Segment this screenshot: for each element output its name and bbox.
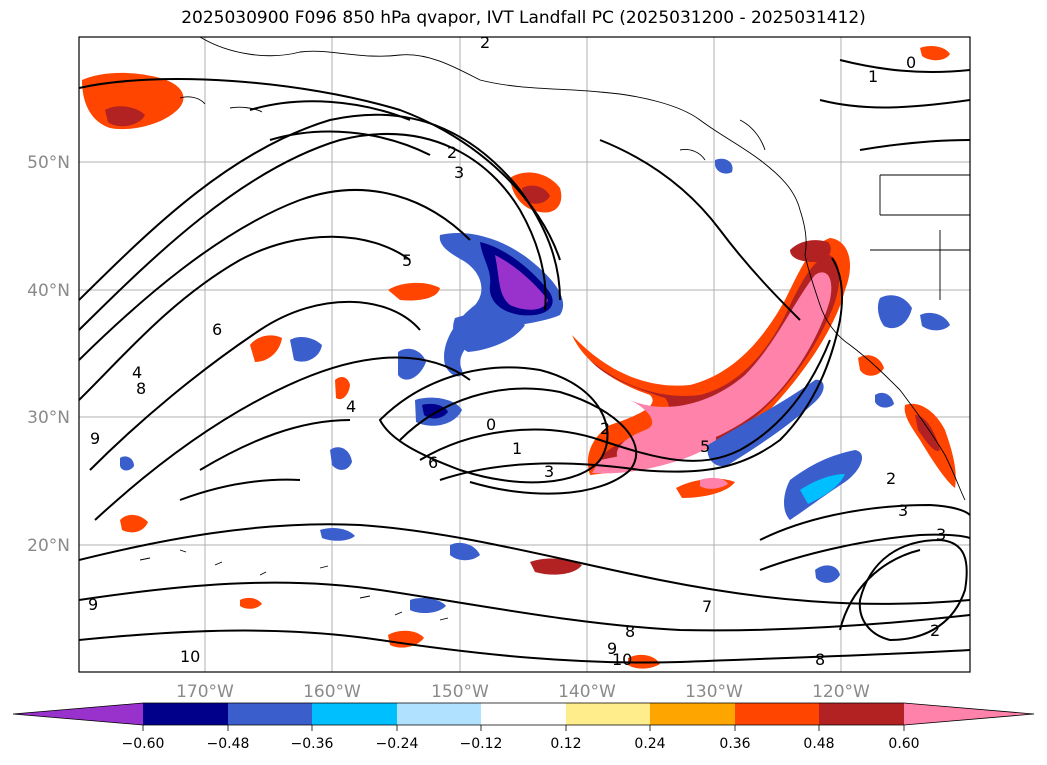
contour-label: 5 [402,251,412,270]
contour-label: 3 [454,163,464,182]
positive-anomaly-ar-band [572,238,851,475]
lat-label-30n: 30°N [27,408,70,428]
lon-label-170w: 170°W [176,682,234,702]
contour-label: 8 [625,622,635,641]
contour-label: 10 [180,647,200,666]
colorbar-right-extension [904,703,1034,725]
lon-label-130w: 130°W [685,682,743,702]
contour-labels: 2 3 5 6 4 8 9 0 1 2 3 5 6 7 8 9 10 1 0 2… [88,33,946,669]
contour-label: 8 [815,650,825,669]
colorbar-segment [481,703,566,725]
map-title: 2025030900 F096 850 hPa qvapor, IVT Land… [181,8,866,28]
colorbar-tick-label: −0.12 [460,736,503,752]
map-panel [79,37,970,672]
contour-label: 4 [346,397,356,416]
colorbar-segment [312,703,397,725]
colorbar-segment [566,703,650,725]
lon-label-160w: 160°W [303,682,361,702]
contour-label: 6 [428,453,438,472]
contour-label: 2 [886,469,896,488]
contour-label: 2 [447,143,457,162]
colorbar-tick-label: 0.48 [803,736,834,752]
colorbar-left-extension [13,703,143,725]
contour-label: 3 [898,501,908,520]
contour-label: 6 [212,320,222,339]
colorbar-tick-label: −0.24 [376,736,419,752]
colorbar-segment [397,703,481,725]
colorbar-tick-label: 0.12 [550,736,581,752]
contour-label: 9 [88,595,98,614]
contour-label: 2 [600,419,610,438]
lon-label-140w: 140°W [558,682,616,702]
lat-label-40n: 40°N [27,281,70,301]
contour-label: 3 [936,525,946,544]
positive-anomaly-patches [82,46,956,669]
contour-label: 2 [930,621,940,640]
contour-label: 0 [906,53,916,72]
contour-label: 10 [612,650,632,669]
contour-label: 1 [512,439,522,458]
lon-label-150w: 150°W [431,682,489,702]
contour-label: 2 [480,33,490,52]
colorbar-segment [143,703,228,725]
colorbar: −0.60 −0.48 −0.36 −0.24 −0.12 0.12 0.24 … [12,702,1035,752]
ivt-contours [79,59,970,664]
colorbar-tick-label: 0.24 [634,736,665,752]
contour-label: 5 [700,437,710,456]
map-frame [78,36,971,673]
colorbar-segment [650,703,735,725]
colorbar-tick-label: 0.60 [888,736,919,752]
lat-label-50n: 50°N [27,153,70,173]
colorbar-tick-label: −0.36 [291,736,334,752]
contour-label: 4 [132,363,142,382]
contour-label: 0 [486,415,496,434]
lat-label-20n: 20°N [27,536,70,556]
colorbar-segment [819,703,904,725]
contour-label: 8 [136,379,146,398]
colorbar-segment [228,703,312,725]
colorbar-tick-label: −0.48 [207,736,250,752]
coastlines [139,37,970,621]
colorbar-segment [735,703,819,725]
contour-label: 3 [544,462,554,481]
colorbar-tick-label: 0.36 [719,736,750,752]
lon-label-120w: 120°W [812,682,870,702]
contour-label: 1 [868,67,878,86]
negative-anomaly-patches [120,158,950,614]
contour-label: 9 [90,429,100,448]
contour-label: 7 [702,597,712,616]
contour-label: 9 [607,639,617,658]
colorbar-tick-label: −0.60 [122,736,165,752]
